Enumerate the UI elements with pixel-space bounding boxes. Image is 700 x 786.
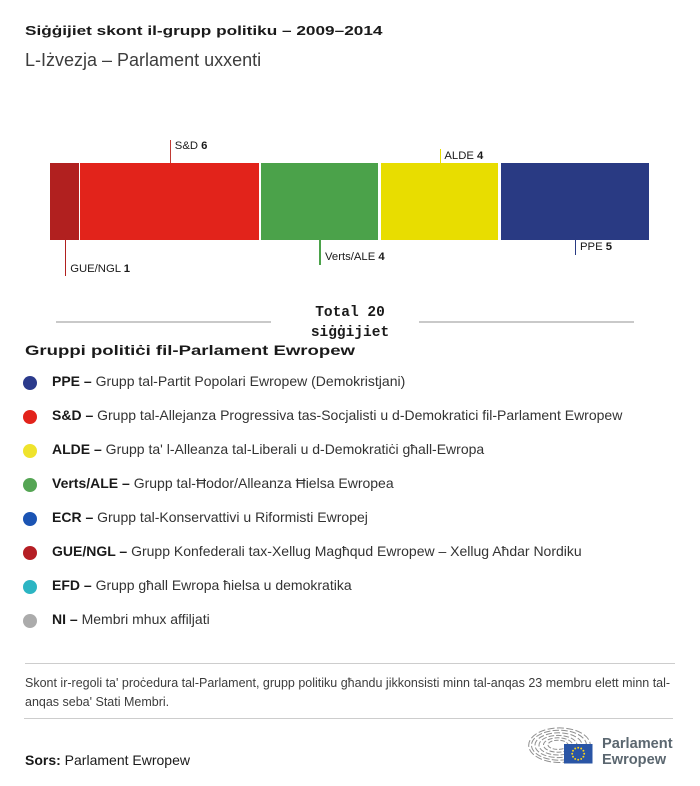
svg-text:Parlament: Parlament: [602, 736, 673, 752]
svg-text:Ewropew: Ewropew: [602, 752, 667, 768]
